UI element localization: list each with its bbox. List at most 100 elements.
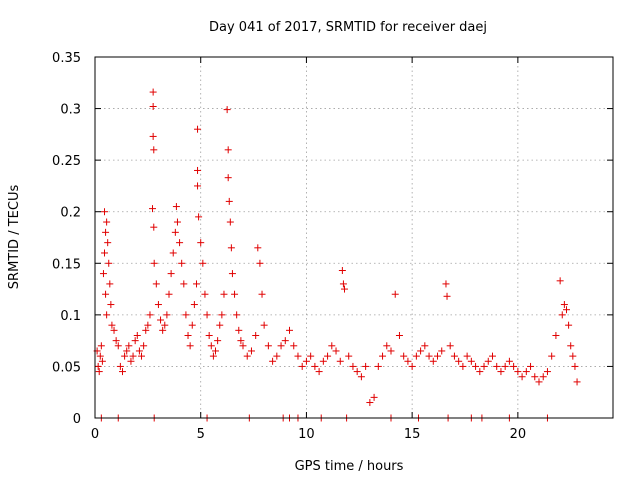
data-point bbox=[152, 280, 160, 288]
data-point bbox=[108, 321, 116, 329]
data-point bbox=[224, 174, 232, 182]
y-tick-label: 0.35 bbox=[52, 51, 81, 66]
data-point bbox=[269, 357, 277, 365]
data-point bbox=[203, 311, 211, 319]
data-point bbox=[220, 290, 228, 298]
data-point bbox=[565, 321, 573, 329]
data-point bbox=[480, 362, 488, 370]
data-point bbox=[154, 301, 162, 309]
data-point bbox=[195, 213, 203, 221]
data-point bbox=[142, 326, 150, 334]
data-point bbox=[97, 342, 105, 350]
data-point bbox=[159, 326, 167, 334]
data-point bbox=[140, 342, 148, 350]
data-point bbox=[417, 347, 425, 355]
data-point bbox=[205, 331, 213, 339]
data-point bbox=[161, 321, 169, 329]
data-point bbox=[374, 362, 382, 370]
data-point bbox=[332, 347, 340, 355]
data-point bbox=[190, 301, 198, 309]
data-point bbox=[328, 342, 336, 350]
data-point bbox=[99, 270, 107, 278]
data-point bbox=[571, 362, 579, 370]
data-point bbox=[116, 362, 124, 370]
data-point bbox=[450, 352, 458, 360]
data-point bbox=[96, 352, 104, 360]
data-point bbox=[150, 223, 158, 231]
data-point bbox=[290, 342, 298, 350]
data-point bbox=[501, 362, 509, 370]
data-point bbox=[340, 285, 348, 293]
data-point bbox=[118, 368, 126, 376]
data-point bbox=[488, 352, 496, 360]
data-point bbox=[225, 197, 233, 205]
data-point bbox=[192, 280, 200, 288]
data-point bbox=[121, 352, 129, 360]
data-point bbox=[218, 311, 226, 319]
data-point bbox=[438, 347, 446, 355]
data-point bbox=[539, 373, 547, 381]
data-point bbox=[199, 259, 207, 267]
data-point bbox=[339, 280, 347, 288]
data-point bbox=[102, 290, 110, 298]
data-point bbox=[182, 311, 190, 319]
data-point bbox=[443, 292, 451, 300]
x-tick-label: 15 bbox=[404, 427, 421, 442]
data-point bbox=[281, 337, 289, 345]
data-point bbox=[408, 362, 416, 370]
data-point bbox=[226, 218, 234, 226]
y-tick-label: 0.15 bbox=[52, 257, 81, 272]
data-point bbox=[558, 311, 566, 319]
data-point bbox=[194, 166, 202, 174]
data-point bbox=[497, 368, 505, 376]
data-point bbox=[194, 182, 202, 190]
data-point bbox=[114, 342, 122, 350]
data-point bbox=[133, 331, 141, 339]
data-point bbox=[123, 347, 131, 355]
data-point bbox=[135, 347, 143, 355]
data-point bbox=[150, 259, 158, 267]
data-point bbox=[163, 311, 171, 319]
data-point bbox=[562, 306, 570, 314]
data-point bbox=[434, 352, 442, 360]
axis-ticks: 0 5 10 15 20 0 0.05 0.1 0.15 0.2 0.25 0.3 0.35 bbox=[52, 51, 613, 442]
data-point bbox=[197, 239, 205, 247]
x-tick-label: 10 bbox=[298, 427, 315, 442]
x-tick-label: 20 bbox=[510, 427, 527, 442]
data-point bbox=[224, 146, 232, 154]
data-point bbox=[94, 362, 102, 370]
data-point bbox=[277, 342, 285, 350]
data-point bbox=[216, 321, 224, 329]
data-point bbox=[560, 301, 568, 309]
data-point bbox=[421, 342, 429, 350]
data-point bbox=[307, 352, 315, 360]
data-point bbox=[176, 239, 184, 247]
data-point bbox=[131, 337, 139, 345]
data-point bbox=[186, 342, 194, 350]
data-point bbox=[391, 290, 399, 298]
data-point bbox=[379, 352, 387, 360]
data-point bbox=[353, 368, 361, 376]
data-point bbox=[104, 239, 112, 247]
data-point bbox=[522, 368, 530, 376]
data-point bbox=[404, 357, 412, 365]
data-point bbox=[256, 259, 264, 267]
data-point bbox=[573, 378, 581, 386]
chart-title: Day 041 of 2017, SRMTID for receiver dae… bbox=[209, 20, 487, 35]
data-point bbox=[446, 342, 454, 350]
data-point bbox=[336, 357, 344, 365]
data-point bbox=[319, 357, 327, 365]
data-point bbox=[107, 301, 115, 309]
y-tick-label: 0.3 bbox=[60, 103, 81, 118]
data-point bbox=[357, 373, 365, 381]
data-point bbox=[349, 362, 357, 370]
data-point bbox=[105, 259, 113, 267]
data-point bbox=[298, 362, 306, 370]
plot-frame bbox=[94, 56, 614, 419]
data-point bbox=[243, 352, 251, 360]
data-point bbox=[315, 368, 323, 376]
data-point bbox=[425, 352, 433, 360]
data-point bbox=[505, 357, 513, 365]
data-point bbox=[400, 352, 408, 360]
